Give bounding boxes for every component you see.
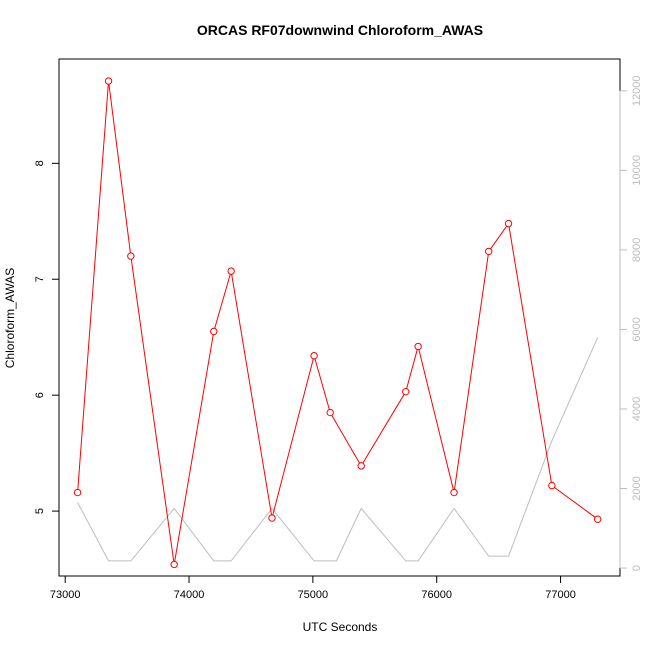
series-line-segment	[231, 274, 272, 515]
data-point	[310, 352, 318, 360]
y2-tick-label: 6000	[631, 317, 643, 341]
data-point	[594, 515, 602, 523]
series-line	[77, 337, 599, 562]
data-point	[450, 488, 458, 497]
data-point	[227, 267, 235, 275]
y-tick-label: 5	[34, 508, 46, 514]
data-point	[504, 219, 513, 228]
data-point	[210, 327, 218, 336]
x-tick-label: 76000	[421, 589, 452, 601]
y2-tick-label: 10000	[631, 155, 643, 186]
y2-tick-label: 2000	[631, 476, 643, 500]
y-axis-label: Chloroform_AWAS	[3, 268, 17, 368]
series-line-segment	[108, 84, 131, 253]
series-red	[73, 77, 602, 569]
plot-frame	[58, 58, 621, 577]
data-point	[104, 77, 113, 85]
y2-tick-label: 12000	[631, 76, 643, 107]
data-point	[73, 488, 82, 497]
data-point	[414, 342, 422, 351]
series-line-segment	[314, 358, 330, 410]
data-point	[127, 252, 135, 260]
series-line-segment	[77, 84, 109, 490]
data-point	[357, 462, 365, 470]
y-tick-label: 7	[34, 276, 46, 282]
y-tick-label: 8	[34, 160, 46, 166]
data-point	[548, 481, 556, 490]
series-line-segment	[214, 274, 231, 329]
x-axis-label: UTC Seconds	[303, 620, 378, 634]
data-point	[170, 560, 178, 569]
x-tick-label: 74000	[174, 589, 205, 601]
series-line-segment	[418, 349, 454, 490]
series-line-segment	[554, 487, 596, 518]
y-axis-right: 0 2000 4000 6000 8000 10000 12000	[619, 76, 643, 571]
x-tick-label: 73000	[50, 589, 81, 601]
series-line-segment	[490, 225, 508, 250]
y2-tick-label: 4000	[631, 397, 643, 421]
series-line-segment	[174, 334, 214, 562]
y-tick-label: 6	[34, 392, 46, 398]
y2-tick-label: 8000	[631, 238, 643, 262]
data-point	[402, 387, 410, 396]
data-point	[326, 408, 334, 417]
series-grey	[77, 337, 599, 562]
data-point	[268, 514, 276, 522]
series-line-segment	[272, 358, 314, 516]
x-tick-label: 75000	[298, 589, 329, 601]
series-line-segment	[331, 415, 360, 464]
x-axis: 73000 74000 75000 76000 77000	[50, 575, 576, 601]
series-line-segment	[406, 349, 418, 389]
y2-tick-label: 0	[631, 565, 643, 571]
series-line-segment	[130, 259, 175, 562]
y-axis-left: 5 6 7 8	[34, 160, 60, 514]
series-line-segment	[454, 254, 489, 490]
series-line-segment	[362, 394, 405, 464]
data-point	[485, 247, 493, 256]
x-tick-label: 77000	[545, 589, 576, 601]
series-line-segment	[508, 226, 552, 483]
chart-title: ORCAS RF07downwind Chloroform_AWAS	[197, 22, 483, 38]
